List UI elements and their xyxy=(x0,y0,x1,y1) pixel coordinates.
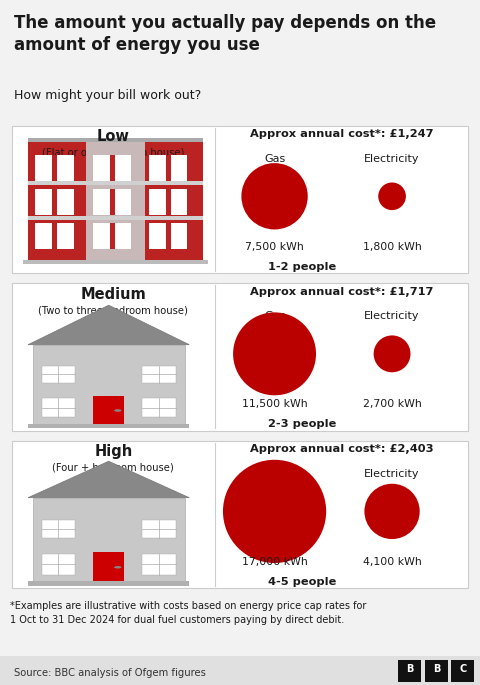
Text: 4,100 kWh: 4,100 kWh xyxy=(363,557,421,567)
Polygon shape xyxy=(28,306,189,345)
Text: Low: Low xyxy=(97,129,130,145)
Text: How might your bill work out?: How might your bill work out? xyxy=(14,89,202,102)
FancyBboxPatch shape xyxy=(12,440,468,588)
Text: 17,000 kWh: 17,000 kWh xyxy=(242,557,307,567)
Text: 2,700 kWh: 2,700 kWh xyxy=(363,399,421,410)
Bar xyxy=(94,396,124,424)
Text: Approx annual cost*: £1,717: Approx annual cost*: £1,717 xyxy=(250,287,433,297)
Bar xyxy=(93,155,132,181)
Bar xyxy=(35,155,73,181)
Text: Gas: Gas xyxy=(264,469,285,479)
Bar xyxy=(52,155,57,181)
Text: The amount you actually pay depends on the
amount of energy you use: The amount you actually pay depends on t… xyxy=(14,14,436,54)
Bar xyxy=(28,182,203,186)
Bar xyxy=(142,553,176,575)
Ellipse shape xyxy=(233,312,316,395)
Bar xyxy=(93,189,132,215)
Bar xyxy=(93,223,132,249)
Bar xyxy=(398,660,421,682)
Bar xyxy=(142,520,176,538)
Bar xyxy=(166,155,171,181)
Bar xyxy=(142,366,176,383)
Text: *Examples are illustrative with costs based on energy price cap rates for
1 Oct : *Examples are illustrative with costs ba… xyxy=(10,601,366,625)
Ellipse shape xyxy=(364,484,420,539)
Bar xyxy=(166,223,171,249)
Bar xyxy=(42,520,75,538)
Text: Approx annual cost*: £2,403: Approx annual cost*: £2,403 xyxy=(250,445,433,454)
Bar xyxy=(149,223,187,249)
Bar xyxy=(28,142,203,260)
Ellipse shape xyxy=(241,163,308,229)
Polygon shape xyxy=(28,461,189,498)
FancyBboxPatch shape xyxy=(12,125,468,273)
Bar xyxy=(28,138,203,142)
Bar xyxy=(52,189,57,215)
Text: Source: BBC analysis of Ofgem figures: Source: BBC analysis of Ofgem figures xyxy=(14,668,206,677)
Bar xyxy=(42,398,75,417)
Ellipse shape xyxy=(373,336,410,372)
Bar xyxy=(142,398,176,417)
Bar xyxy=(94,552,124,582)
Text: B: B xyxy=(432,664,440,674)
Bar xyxy=(425,660,448,682)
Bar xyxy=(110,223,115,249)
Ellipse shape xyxy=(223,460,326,563)
Bar xyxy=(33,345,185,424)
Text: B: B xyxy=(406,664,414,674)
Text: Gas: Gas xyxy=(264,311,285,321)
Text: (Flat or one-bedroom house): (Flat or one-bedroom house) xyxy=(42,148,184,158)
Bar xyxy=(451,660,474,682)
Bar xyxy=(52,223,57,249)
Bar xyxy=(110,155,115,181)
Bar xyxy=(166,189,171,215)
Text: Approx annual cost*: £1,247: Approx annual cost*: £1,247 xyxy=(250,129,433,139)
Text: (Two to three-bedroom house): (Two to three-bedroom house) xyxy=(38,306,188,315)
Text: 4-5 people: 4-5 people xyxy=(268,577,336,587)
Circle shape xyxy=(114,566,121,569)
Ellipse shape xyxy=(378,182,406,210)
FancyBboxPatch shape xyxy=(12,283,468,431)
Bar xyxy=(28,582,189,586)
Bar xyxy=(110,189,115,215)
Bar xyxy=(33,498,185,582)
Text: (Four + bedroom house): (Four + bedroom house) xyxy=(52,463,174,473)
Text: Medium: Medium xyxy=(81,287,146,302)
Text: 7,500 kWh: 7,500 kWh xyxy=(245,242,304,252)
Bar xyxy=(42,553,75,575)
Text: 2-3 people: 2-3 people xyxy=(268,419,336,429)
Bar xyxy=(28,424,189,428)
Text: 11,500 kWh: 11,500 kWh xyxy=(242,399,307,410)
Bar xyxy=(35,223,73,249)
Bar xyxy=(149,155,187,181)
Text: 1,800 kWh: 1,800 kWh xyxy=(363,242,421,252)
Bar xyxy=(28,216,203,220)
Bar xyxy=(35,189,73,215)
Bar xyxy=(149,189,187,215)
Text: C: C xyxy=(459,664,467,674)
Text: 1-2 people: 1-2 people xyxy=(268,262,336,272)
Text: Gas: Gas xyxy=(264,153,285,164)
Text: Electricity: Electricity xyxy=(364,469,420,479)
Bar xyxy=(24,260,208,264)
Text: High: High xyxy=(94,445,132,460)
Text: Electricity: Electricity xyxy=(364,153,420,164)
Circle shape xyxy=(114,410,121,412)
Bar xyxy=(86,142,145,260)
Text: Electricity: Electricity xyxy=(364,311,420,321)
Bar xyxy=(42,366,75,383)
